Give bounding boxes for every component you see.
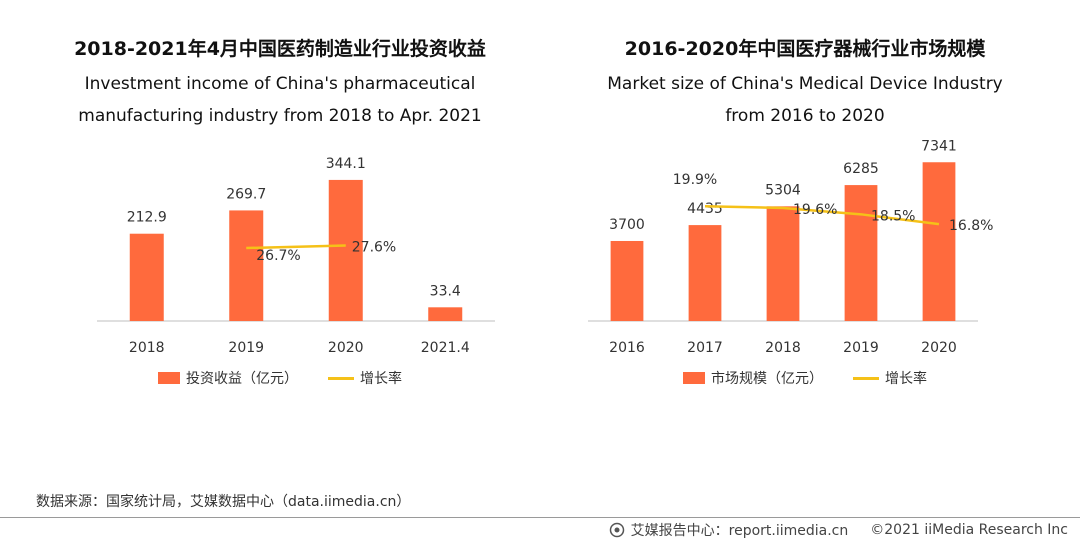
- bar-2021.4: [428, 307, 463, 321]
- chart-plot-area: 3700 2016 4435 2017 5304 2018 6285 2019 7341 2020…: [588, 138, 993, 356]
- x-tick-label: 2016: [609, 340, 645, 356]
- bar-value-label: 269.7: [226, 186, 266, 202]
- growth-rate-label: 19.9%: [673, 172, 717, 188]
- growth-rate-label: 18.5%: [871, 208, 915, 224]
- x-tick-label: 2019: [843, 340, 879, 356]
- legend-label-line: 增长率: [360, 371, 402, 387]
- growth-rate-label: 19.6%: [793, 202, 837, 218]
- legend-line-swatch: [328, 376, 354, 380]
- legend-item-bar: 市场规模（亿元）: [683, 368, 823, 388]
- chart-medical-device-market: 2016-2020年中国医疗器械行业市场规模 Market size of Ch…: [545, 0, 1065, 400]
- x-tick-label: 2017: [687, 340, 723, 356]
- chart-subtitle: Market size of China's Medical Device In…: [607, 74, 1003, 126]
- bar-2017: [688, 225, 722, 321]
- chart-plot-area: 212.9 2018 269.7 2019 344.1 2020 33.4 2021.4 26.…: [97, 156, 495, 356]
- iimedia-logo-icon: [609, 522, 624, 538]
- footer-report-link[interactable]: 艾媒报告中心：report.iimedia.cn: [630, 523, 849, 539]
- growth-rate-label: 27.6%: [352, 240, 396, 256]
- bar-2020: [328, 179, 363, 321]
- legend-label-line: 增长率: [885, 371, 927, 387]
- legend-item-bar: 投资收益（亿元）: [158, 368, 298, 388]
- bar-2018: [129, 233, 164, 321]
- x-tick-label: 2021.4: [421, 340, 470, 356]
- chart-legend: 投资收益（亿元） 增长率: [20, 368, 540, 388]
- bar-2020: [922, 162, 956, 321]
- x-tick-label: 2018: [765, 340, 801, 356]
- legend-bar-swatch: [158, 372, 180, 384]
- growth-rate-label: 16.8%: [949, 218, 993, 234]
- x-tick-label: 2018: [129, 340, 165, 356]
- x-tick-label: 2020: [328, 340, 364, 356]
- legend-label-bar: 投资收益（亿元）: [186, 371, 298, 387]
- bar-value-label: 344.1: [326, 156, 366, 172]
- chart-legend: 市场规模（亿元） 增长率: [545, 368, 1065, 388]
- growth-rate-label: 26.7%: [256, 248, 300, 264]
- bar-value-label: 212.9: [127, 210, 167, 226]
- legend-item-line: 增长率: [853, 368, 927, 388]
- x-tick-label: 2019: [228, 340, 264, 356]
- legend-item-line: 增长率: [328, 368, 402, 388]
- bar-value-label: 3700: [609, 217, 645, 233]
- x-tick-label: 2020: [921, 340, 957, 356]
- chart-subtitle: Investment income of China's pharmaceuti…: [78, 74, 482, 126]
- legend-bar-swatch: [683, 372, 705, 384]
- chart-title: 2016-2020年中国医疗器械行业市场规模: [624, 38, 986, 60]
- legend-line-swatch: [853, 376, 879, 380]
- bar-2016: [610, 240, 644, 321]
- bar-2019: [229, 210, 264, 321]
- bar-value-label: 7341: [921, 138, 957, 154]
- bar-value-label: 6285: [843, 161, 879, 177]
- bar-value-label: 33.4: [430, 283, 461, 299]
- footer-copyright: ©2021 iiMedia Research Inc: [870, 522, 1068, 538]
- bar-value-label: 4435: [687, 201, 723, 217]
- chart-investment-income: 2018-2021年4月中国医药制造业行业投资收益 Investment inc…: [20, 0, 540, 400]
- legend-label-bar: 市场规模（亿元）: [711, 371, 823, 387]
- footer-divider: [0, 517, 1080, 518]
- source-note: 数据来源：国家统计局，艾媒数据中心（data.iimedia.cn）: [36, 494, 411, 510]
- chart-title: 2018-2021年4月中国医药制造业行业投资收益: [74, 38, 486, 60]
- footer: 艾媒报告中心：report.iimedia.cn ©2021 iiMedia R…: [609, 520, 1068, 540]
- bar-value-label: 5304: [765, 182, 801, 198]
- bar-2018: [766, 206, 800, 321]
- growth-rate-line: [704, 204, 940, 226]
- bar-2019: [844, 185, 878, 321]
- growth-rate-line: [246, 244, 346, 250]
